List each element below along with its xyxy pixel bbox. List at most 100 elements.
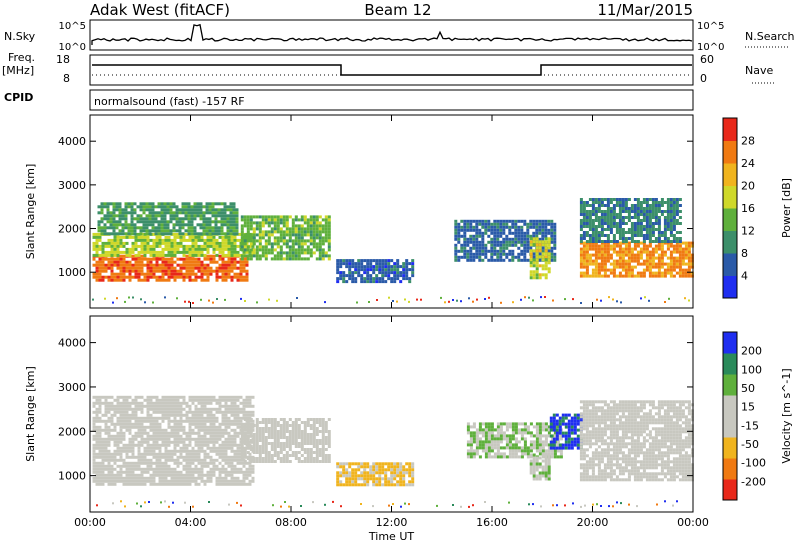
power-cell	[149, 269, 153, 273]
velocity-cell	[98, 416, 102, 420]
power-cell	[523, 246, 527, 250]
velocity-cell	[411, 462, 415, 466]
velocity-cell	[248, 419, 252, 423]
power-cell	[113, 238, 117, 242]
velocity-cell	[209, 449, 213, 453]
power-cell	[475, 228, 479, 232]
velocity-cell	[224, 479, 228, 483]
power-cell	[324, 227, 328, 231]
power-cell	[242, 257, 246, 261]
power-cell	[285, 251, 289, 255]
power-cell	[297, 245, 301, 249]
power-cell	[393, 262, 397, 266]
velocity-cell	[194, 470, 198, 474]
velocity-cell	[143, 479, 147, 483]
power-cell	[454, 219, 458, 223]
power-cell	[182, 272, 186, 276]
velocity-cell	[288, 439, 292, 442]
power-cell	[112, 214, 116, 218]
beam-title: Beam 12	[364, 1, 431, 19]
power-cell	[396, 277, 400, 281]
velocity-cell	[487, 434, 491, 438]
power-cell	[621, 219, 625, 222]
power-cell	[148, 217, 152, 221]
power-cell	[197, 263, 201, 267]
power-cell	[681, 241, 685, 245]
power-cell	[160, 217, 164, 221]
power-cell	[145, 226, 149, 230]
velocity-cell	[484, 455, 488, 459]
power-cell	[300, 245, 304, 249]
velocity-cell	[351, 462, 355, 466]
velocity-cell	[104, 449, 108, 453]
velocity-cell	[478, 440, 482, 444]
power-cell	[585, 274, 589, 278]
power-cell	[229, 220, 233, 224]
power-cell	[191, 263, 195, 267]
velocity-cell	[239, 467, 243, 471]
power-cell	[175, 214, 179, 218]
power-noise-cell	[164, 296, 166, 299]
power-cell	[654, 216, 658, 219]
velocity-cell	[125, 416, 129, 420]
velocity-cell	[215, 416, 219, 420]
power-cell	[194, 253, 198, 257]
power-cell	[318, 233, 322, 237]
power-cell	[130, 214, 134, 218]
power-cell	[312, 224, 316, 228]
power-cell	[600, 231, 604, 234]
power-cell	[276, 245, 280, 249]
velocity-cell	[212, 419, 216, 423]
power-cell	[603, 198, 607, 201]
velocity-cell	[122, 398, 126, 402]
velocity-cell	[95, 455, 99, 459]
power-cell	[98, 272, 102, 276]
power-cell	[113, 247, 117, 251]
power-cell	[597, 244, 601, 248]
power-cell	[235, 232, 239, 236]
velocity-cell	[230, 476, 234, 480]
velocity-cell	[218, 461, 222, 465]
velocity-cell	[179, 407, 183, 411]
velocity-cell	[185, 473, 189, 477]
velocity-cell	[203, 419, 207, 423]
power-cell	[115, 220, 119, 224]
velocity-cell	[348, 474, 352, 478]
power-cell	[609, 201, 613, 204]
power-cell	[218, 275, 222, 279]
power-cell	[466, 258, 470, 262]
velocity-cell	[158, 416, 162, 420]
velocity-cell	[116, 416, 120, 420]
velocity-cell	[149, 422, 153, 426]
velocity-cell	[218, 476, 222, 480]
power-cell	[618, 256, 622, 260]
power-cell	[206, 275, 210, 279]
power-cell	[221, 263, 225, 267]
power-cell	[161, 250, 165, 254]
power-cell	[360, 265, 364, 269]
velocity-cell	[122, 434, 126, 438]
velocity-cell	[248, 404, 252, 408]
power-cell	[633, 274, 637, 278]
power-cell	[591, 231, 595, 234]
power-cell	[98, 235, 102, 239]
power-cell	[297, 251, 301, 255]
power-cell	[636, 274, 640, 278]
power-cell	[547, 267, 551, 271]
velocity-cell	[164, 482, 168, 486]
power-cell	[339, 271, 343, 275]
velocity-cell	[318, 442, 322, 445]
power-cell	[621, 253, 625, 257]
power-cell	[264, 242, 268, 246]
velocity-cell	[146, 440, 150, 444]
power-cell	[511, 240, 515, 244]
velocity-cell	[167, 473, 171, 477]
power-cell	[169, 211, 173, 215]
power-cell	[336, 280, 340, 284]
power-cell	[675, 262, 679, 266]
power-cell	[645, 244, 649, 248]
velocity-cell	[125, 452, 129, 456]
power-cell	[466, 225, 470, 229]
velocity-cell	[152, 440, 156, 444]
power-cell	[197, 257, 201, 261]
